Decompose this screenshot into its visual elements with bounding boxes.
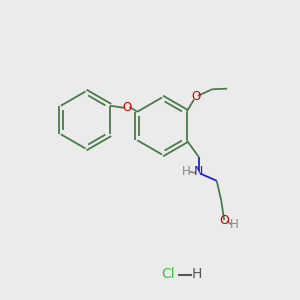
Text: Cl: Cl — [161, 268, 175, 281]
Text: O: O — [219, 214, 229, 227]
Text: N: N — [194, 165, 203, 178]
Text: H: H — [191, 268, 202, 281]
Text: O: O — [191, 90, 200, 103]
Text: H: H — [182, 165, 190, 178]
Text: H: H — [230, 218, 238, 231]
Text: O: O — [122, 101, 131, 114]
